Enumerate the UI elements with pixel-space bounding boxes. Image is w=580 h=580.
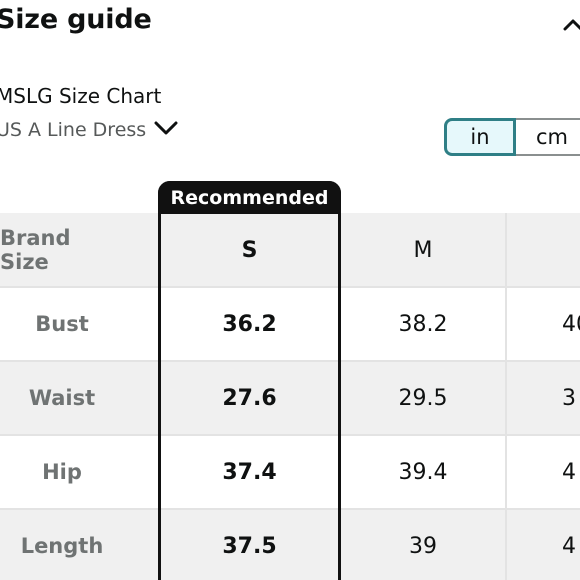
unit-toggle: in cm xyxy=(444,118,580,156)
table-cell: 3 xyxy=(562,385,576,411)
recommended-badge: Recommended xyxy=(158,181,341,214)
dress-type-label: US A Line Dress xyxy=(0,119,147,141)
table-cell: 4 xyxy=(562,533,576,559)
table-cell: 37.4 xyxy=(222,459,277,485)
table-row: Bust 36.2 38.2 40 xyxy=(0,287,580,361)
unit-in-button[interactable]: in xyxy=(444,118,516,156)
row-divider xyxy=(0,360,580,362)
page-title: Size guide xyxy=(0,4,152,35)
table-row: Waist 27.6 29.5 3 xyxy=(0,361,580,435)
dress-type-dropdown[interactable]: US A Line Dress xyxy=(0,119,178,141)
size-m-header: M xyxy=(413,237,433,263)
table-cell: 36.2 xyxy=(222,311,277,337)
table-cell: 40 xyxy=(562,311,580,337)
table-cell: 38.2 xyxy=(398,311,448,337)
chevron-up-icon[interactable] xyxy=(562,14,580,36)
table-cell: 29.5 xyxy=(398,385,448,411)
table-cell: 39.4 xyxy=(398,459,448,485)
recommended-column-outline xyxy=(158,181,341,580)
table-cell: 39 xyxy=(409,533,437,559)
brand-size-header: Brand Size xyxy=(0,226,71,274)
row-label-length: Length xyxy=(20,534,104,558)
row-label-waist: Waist xyxy=(28,386,96,410)
row-divider xyxy=(0,434,580,436)
size-s-header: S xyxy=(241,237,258,263)
table-row: Hip 37.4 39.4 4 xyxy=(0,435,580,509)
table-cell: 37.5 xyxy=(222,533,277,559)
table-cell: 27.6 xyxy=(222,385,277,411)
row-label-hip: Hip xyxy=(42,460,82,484)
unit-cm-button[interactable]: cm xyxy=(516,118,580,156)
chevron-down-icon xyxy=(154,119,178,141)
size-chart-name: MSLG Size Chart xyxy=(0,84,162,108)
row-divider xyxy=(0,286,580,288)
row-divider xyxy=(0,508,580,510)
table-cell: 4 xyxy=(562,459,576,485)
table-row: Length 37.5 39 4 xyxy=(0,509,580,580)
table-header-row: Brand Size S M xyxy=(0,213,580,287)
row-label-bust: Bust xyxy=(35,312,89,336)
column-divider xyxy=(505,213,507,580)
